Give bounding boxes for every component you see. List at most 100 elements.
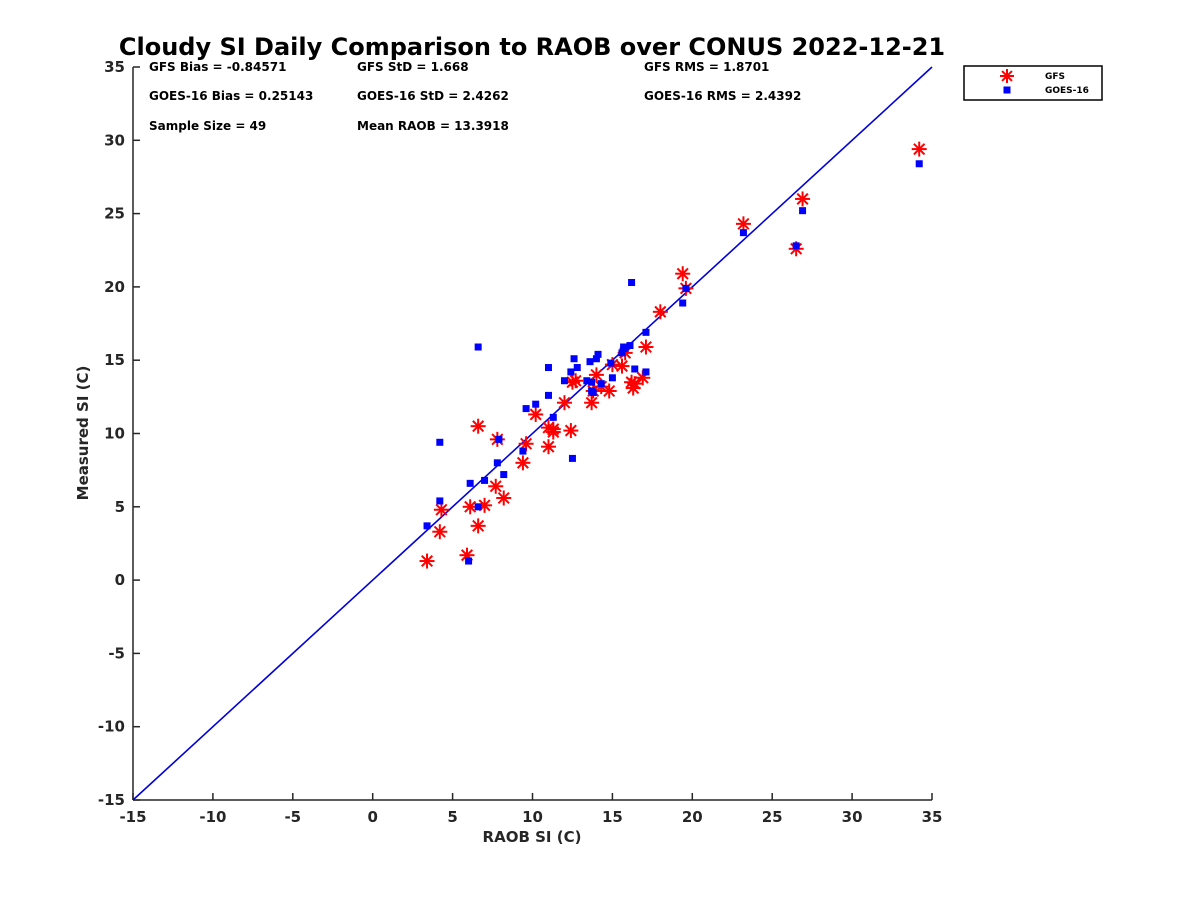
goes16-point [436,438,444,446]
legend: GFS GOES-16 [963,65,1103,101]
stats-panel: GFS Bias = -0.84571 GFS StD = 1.668 GFS … [149,60,801,133]
stat-goes-bias: GOES-16 Bias = 0.25143 [149,89,313,103]
x-tick-label: 10 [522,808,543,826]
x-tick-label: -5 [284,808,301,826]
x-tick-label: 25 [762,808,783,826]
goes16-point [628,279,636,287]
gfs-point [652,304,668,320]
y-tick-label: 30 [104,131,125,149]
goes16-point [631,365,639,373]
gfs-point [568,373,584,389]
gfs-point [735,216,751,232]
legend-gfs-asterisk [1000,69,1014,83]
goes16-point [560,377,568,385]
gfs-point [496,490,512,506]
series-goes16 [423,160,923,565]
gfs-point [795,191,811,207]
gfs-point [614,358,630,374]
x-tick-label: 35 [922,808,943,826]
y-tick-label: 0 [115,571,125,589]
gfs-point [488,478,504,494]
goes16-point [573,364,581,372]
legend-box [963,65,1103,101]
goes16-point [465,557,473,565]
gfs-point [588,367,604,383]
gfs-point [419,553,435,569]
stat-goes-std: GOES-16 StD = 2.4262 [357,89,509,103]
goes16-point [618,349,626,357]
goes16-point [915,160,923,168]
goes16-point [474,503,482,511]
stat-mean-raob: Mean RAOB = 13.3918 [357,119,509,133]
x-tick-label: -15 [119,808,146,826]
legend-gfs-marker [1000,69,1014,83]
y-tick-label: -15 [98,791,125,809]
gfs-point [528,406,544,422]
goes16-point [500,471,508,479]
goes16-point [583,377,591,385]
stat-goes-rms: GOES-16 RMS = 2.4392 [644,89,801,103]
gfs-point [432,524,448,540]
y-axis-label: Measured SI (C) [74,366,92,501]
goes16-point [481,476,489,484]
goes16-point [626,342,634,350]
stat-gfs-std: GFS StD = 1.668 [357,60,469,74]
x-tick-label: 30 [842,808,863,826]
goes16-point [532,400,540,408]
legend-goes16-square [1003,86,1011,94]
goes16-point [799,207,807,215]
x-axis-ticks: -15 -10 -5 0 5 10 15 20 25 30 35 [119,793,942,826]
goes16-point [568,454,576,462]
goes16-point [493,459,501,467]
x-axis-label: RAOB SI (C) [483,828,582,846]
x-tick-label: 0 [367,808,377,826]
x-tick-label: -10 [199,808,226,826]
goes16-point [495,435,503,443]
goes16-point [474,343,482,351]
x-tick-label: 15 [602,808,623,826]
goes16-point [679,299,687,307]
series-gfs [419,141,927,569]
y-tick-label: 20 [104,278,125,296]
y-tick-label: 5 [115,498,125,516]
gfs-point [563,423,579,439]
goes16-point [594,350,602,358]
gfs-point [675,266,691,282]
stat-sample-size: Sample Size = 49 [149,119,266,133]
gfs-point [556,395,572,411]
goes16-point [739,229,747,237]
goes16-point [792,242,800,250]
y-tick-label: 25 [104,205,125,223]
y-tick-label: 10 [104,425,125,443]
goes16-point [549,413,557,421]
gfs-point [584,395,600,411]
goes16-point [621,344,629,352]
x-tick-label: 5 [447,808,457,826]
y-tick-label: 35 [104,58,125,76]
goes16-point [592,355,600,363]
gfs-point [545,421,561,437]
goes16-point [597,380,605,388]
y-tick-label: -10 [98,718,125,736]
goes16-point [544,364,552,372]
goes16-point [570,355,578,363]
one-to-one-line [132,66,933,801]
goes16-point [589,388,597,396]
goes16-point [436,497,444,505]
gfs-point [638,339,654,355]
gfs-point [515,455,531,471]
chart-title: Cloudy SI Daily Comparison to RAOB over … [119,33,945,61]
gfs-point [601,383,617,399]
gfs-point [470,418,486,434]
y-axis-ticks: -15 -10 -5 0 5 10 15 20 25 30 35 [98,58,140,809]
y-tick-label: -5 [108,644,125,662]
x-tick-label: 20 [682,808,703,826]
goes16-point [522,405,530,413]
gfs-point [540,439,556,455]
gfs-point [470,518,486,534]
stat-gfs-bias: GFS Bias = -0.84571 [149,60,286,74]
y-tick-label: 15 [104,351,125,369]
gfs-point [911,141,927,157]
reference-line-group [132,66,933,801]
